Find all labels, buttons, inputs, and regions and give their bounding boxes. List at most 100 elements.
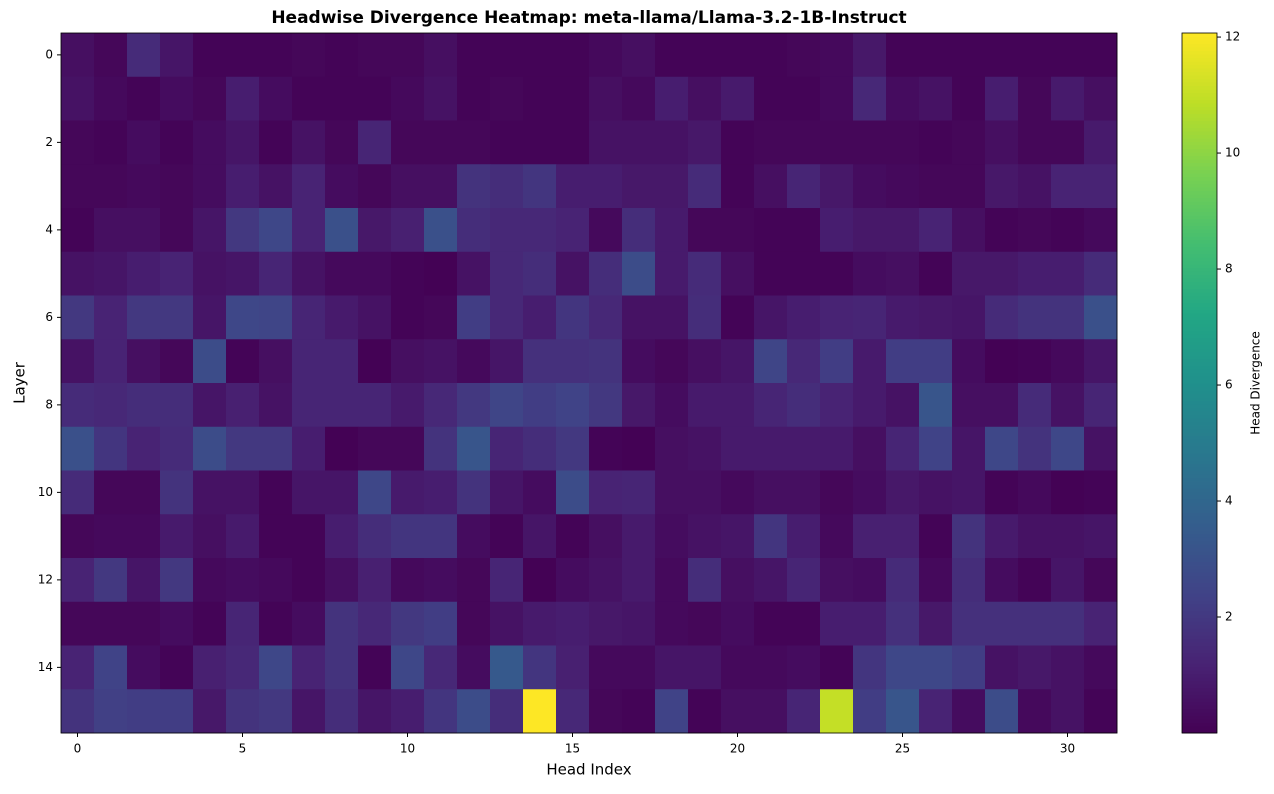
heatmap-cell [160,601,194,646]
heatmap-cell [61,164,95,209]
heatmap-cell [853,339,887,384]
heatmap-cell [886,645,920,690]
heatmap-cell [523,208,557,253]
colorbar-step [1182,540,1217,545]
heatmap-cell [424,558,458,603]
y-tick-label: 10 [38,485,53,499]
heatmap-cell [787,120,821,165]
heatmap-cell [1084,383,1118,428]
heatmap-cell [490,76,524,121]
heatmap-cell [985,208,1019,253]
heatmap-cell [457,514,491,559]
colorbar-step [1182,337,1217,342]
heatmap-cell [1018,76,1052,121]
heatmap-cell [292,76,326,121]
colorbar-step [1182,250,1217,254]
heatmap-cell [259,208,293,253]
heatmap-cell [127,514,161,559]
heatmap-cell [94,76,128,121]
heatmap-cell [721,645,755,690]
heatmap-cell [325,645,359,690]
heatmap-cell [556,76,590,121]
colorbar-step [1182,194,1217,198]
heatmap-cell [589,689,623,734]
heatmap-cell [820,689,854,734]
heatmap-cell [325,689,359,734]
heatmap-cell [391,164,425,209]
colorbar-step [1182,334,1217,338]
heatmap-cell [556,426,590,471]
heatmap-cell [457,120,491,165]
heatmap-cell [622,76,656,121]
colorbar-step [1182,677,1217,681]
colorbar-step [1182,306,1217,310]
colorbar-step [1182,183,1217,188]
heatmap-cell [61,76,95,121]
heatmap-cell [655,383,689,428]
heatmap-cell [94,33,128,78]
heatmap-cell [523,164,557,209]
heatmap-cell [193,164,227,209]
heatmap-cell [127,645,161,690]
colorbar-step [1182,579,1217,583]
heatmap-cell [391,470,425,515]
heatmap-cell [886,601,920,646]
heatmap-cell [952,120,986,165]
colorbar-step [1182,712,1217,716]
colorbar-step [1182,684,1217,688]
colorbar-step [1182,509,1217,513]
heatmap-cell [886,558,920,603]
heatmap-cell [325,426,359,471]
colorbar-step [1182,292,1217,296]
heatmap-cell [688,470,722,515]
heatmap-cell [985,601,1019,646]
heatmap-cell [61,33,95,78]
heatmap-cell [1084,470,1118,515]
heatmap-cell [457,426,491,471]
heatmap-cell [985,251,1019,296]
colorbar-step [1182,278,1217,282]
heatmap-cell [490,120,524,165]
heatmap-cell [358,33,392,78]
heatmap-cell [919,689,953,734]
heatmap-cell [622,208,656,253]
heatmap-cell [1018,251,1052,296]
colorbar-step [1182,295,1217,300]
colorbar-step [1182,666,1217,671]
heatmap-cell [853,689,887,734]
heatmap-cell [688,164,722,209]
colorbar-step [1182,698,1217,702]
colorbar-step [1182,271,1217,275]
heatmap-cell [226,514,260,559]
heatmap-cell [490,339,524,384]
colorbar-step [1182,113,1217,118]
colorbar-step [1182,61,1217,65]
heatmap-cell [1051,251,1085,296]
colorbar-step [1182,225,1217,230]
heatmap-cell [292,383,326,428]
colorbar-step [1182,320,1217,324]
colorbar-step [1182,127,1217,132]
heatmap-cell [754,295,788,340]
colorbar-step [1182,404,1217,408]
heatmap-cell [985,645,1019,690]
heatmap-cell [226,251,260,296]
heatmap-cell [259,120,293,165]
colorbar-step [1182,659,1217,664]
heatmap-cell [193,33,227,78]
colorbar: 2 4 6 8 10 12 [1181,30,1240,734]
heatmap-cell [919,251,953,296]
heatmap-cell [721,558,755,603]
colorbar-step [1182,565,1217,569]
heatmap-cell [391,601,425,646]
colorbar-step [1182,421,1217,426]
heatmap-cell [259,251,293,296]
colorbar-step [1182,568,1217,573]
heatmap-cell [358,164,392,209]
heatmap-cell [226,558,260,603]
colorbar-step [1182,502,1217,506]
heatmap-cell [721,426,755,471]
heatmap-cell [160,426,194,471]
heatmap-cell [853,426,887,471]
colorbar-step [1182,477,1217,482]
